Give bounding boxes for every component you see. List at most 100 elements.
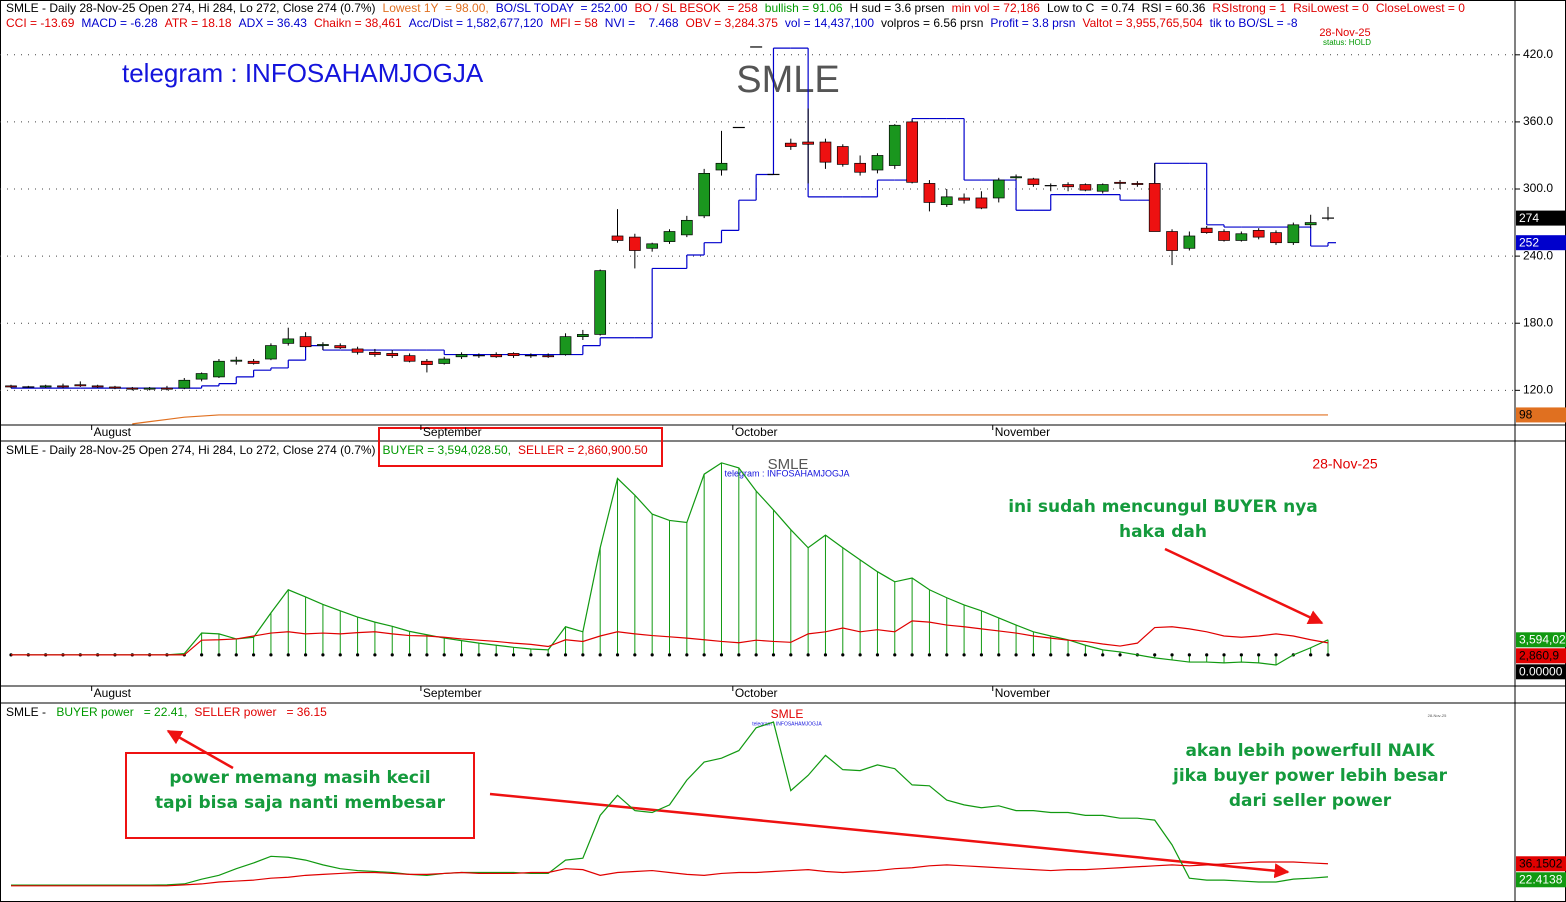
candle-body <box>923 183 936 203</box>
zero-dot <box>1170 653 1174 657</box>
zero-dot <box>737 653 741 657</box>
x-tick-label: September <box>423 425 482 439</box>
candle-body <box>91 385 104 388</box>
chart-title: SMLE <box>771 707 804 721</box>
watermark: telegram : INFOSAHAMJOGJA <box>752 721 822 727</box>
zero-dot <box>200 653 204 657</box>
candle-body <box>369 351 381 355</box>
candle-body <box>1010 176 1022 179</box>
y-tick-label: 180.0 <box>1523 315 1553 329</box>
zero-dot <box>511 653 516 657</box>
candle-body <box>57 385 69 388</box>
axis-tag-label: 252 <box>1519 235 1539 249</box>
candle-body <box>594 270 607 335</box>
zero-dot <box>893 653 897 657</box>
axis-tag <box>1516 235 1566 251</box>
candle-body <box>1079 184 1092 191</box>
zero-dot <box>442 653 446 657</box>
candle-body <box>646 243 659 249</box>
candle-body <box>992 179 1005 199</box>
header-line: CCI = -13.69 MACD = -6.28 ATR = 18.18 ADX =… <box>6 16 1305 31</box>
candle-body <box>299 336 312 348</box>
zero-dot <box>355 653 360 657</box>
zero-dot <box>529 653 533 657</box>
axis-tag-label: 2,860,9 <box>1519 648 1559 662</box>
header-line: SMLE - Daily 28-Nov-25 Open 274, Hi 284,… <box>6 1 1472 16</box>
candle-body <box>611 235 624 241</box>
y-tick-label: 420.0 <box>1523 47 1553 61</box>
candle-body <box>455 354 468 358</box>
header-item: NVI = 7.468 <box>604 16 679 30</box>
zero-dot <box>719 653 724 657</box>
zero-dot <box>1257 653 1261 657</box>
zero-dot <box>667 653 672 657</box>
series-line <box>11 462 1329 666</box>
header-item: ATR = 18.18 <box>164 16 232 30</box>
zero-dot <box>321 653 325 657</box>
y-tick-label: 300.0 <box>1523 181 1553 195</box>
header-item: CloseLowest = 0 <box>1375 1 1465 15</box>
candle-body <box>906 121 918 183</box>
zero-dot <box>1083 653 1087 657</box>
candle-body <box>5 385 17 388</box>
candle-body <box>247 360 260 364</box>
header-item: SMLE - <box>6 705 50 719</box>
candle-body <box>317 344 329 346</box>
candle-body <box>438 358 451 364</box>
zero-dot <box>459 653 464 657</box>
candle-body <box>698 173 711 217</box>
series-line <box>11 861 1329 887</box>
zero-dot <box>979 653 984 657</box>
annotation: dari seller power <box>1229 791 1392 811</box>
candle-body <box>1252 230 1265 238</box>
candle-body <box>1166 231 1178 251</box>
series-line <box>132 414 1328 425</box>
candle-body <box>143 387 156 390</box>
candle-body <box>559 336 572 355</box>
header-item: tik to BO/SL = -8 <box>1209 16 1298 30</box>
axis-tag <box>1516 632 1566 648</box>
zero-dot <box>546 653 550 657</box>
zero-dot <box>685 653 689 657</box>
candle-body <box>871 155 884 171</box>
zero-dot <box>494 653 498 657</box>
zero-dot <box>910 653 914 657</box>
zero-dot <box>1101 653 1105 657</box>
candle-body <box>802 141 814 145</box>
arrow <box>489 792 1290 879</box>
candle-body <box>178 379 191 389</box>
candle-body <box>819 141 832 163</box>
header-item: SELLER = 2,860,900.50 <box>517 443 648 457</box>
highlight-box <box>378 427 663 467</box>
zero-dot <box>563 653 568 657</box>
candle-body <box>74 384 87 387</box>
zero-dot <box>425 653 429 657</box>
annotation: haka dah <box>1119 522 1207 542</box>
x-tick-label: October <box>735 425 778 439</box>
annotation-box <box>125 752 475 839</box>
zero-dot <box>789 653 793 657</box>
zero-dot <box>841 653 845 657</box>
x-tick-label: August <box>94 686 132 700</box>
zero-dot <box>338 653 342 657</box>
header-item: Profit = 3.8 prsn <box>990 16 1076 30</box>
x-tick-label: October <box>735 686 778 700</box>
axis-tag <box>1516 856 1566 872</box>
axis-tag <box>1516 872 1566 888</box>
zero-dot <box>598 653 602 657</box>
header-item: Chaikn = 38,461 <box>313 16 402 30</box>
candle-body <box>854 162 866 173</box>
axis-tag-label: 3,594,02 <box>1519 632 1566 646</box>
zero-dot <box>1187 653 1191 657</box>
zero-dot <box>1239 653 1243 657</box>
zero-dot <box>1309 653 1313 657</box>
header-item: SMLE - Daily 28-Nov-25 Open 274, Hi 284,… <box>6 443 376 457</box>
zero-dot <box>390 653 394 657</box>
zero-dot <box>615 653 620 657</box>
candle-body <box>1304 222 1317 226</box>
y-tick-label: 0.00000 <box>1519 664 1563 678</box>
candle-body <box>1062 184 1074 188</box>
candle-body <box>888 124 901 166</box>
zero-dot <box>1049 653 1053 657</box>
header-item: RSIstrong = 1 <box>1212 1 1287 15</box>
